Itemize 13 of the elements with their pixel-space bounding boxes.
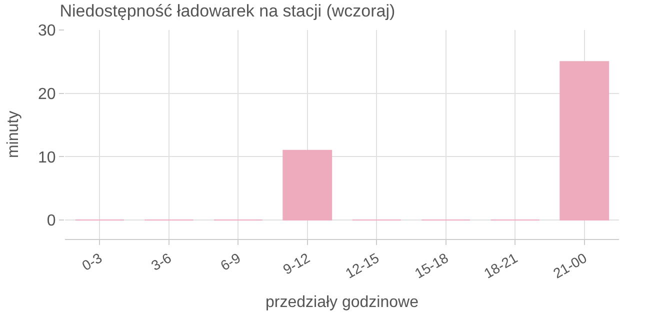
y-tick-label: 0 <box>46 212 56 230</box>
bar <box>560 61 610 220</box>
y-tick-label: 20 <box>38 86 56 103</box>
x-tick-label: 3-6 <box>148 249 174 274</box>
bar <box>282 150 332 220</box>
x-tick-label: 9-12 <box>280 250 313 278</box>
x-tick-label: 0-3 <box>79 249 105 274</box>
y-tick-label: 30 <box>38 22 56 40</box>
x-tick-label: 6-9 <box>218 249 244 274</box>
y-tick-label: 10 <box>38 149 56 166</box>
x-axis-title: przedziały godzinowe <box>266 294 419 312</box>
y-axis-title: minuty <box>4 110 22 158</box>
chart-title: Niedostępność ładowarek na stacji (wczoraj) <box>60 2 396 21</box>
